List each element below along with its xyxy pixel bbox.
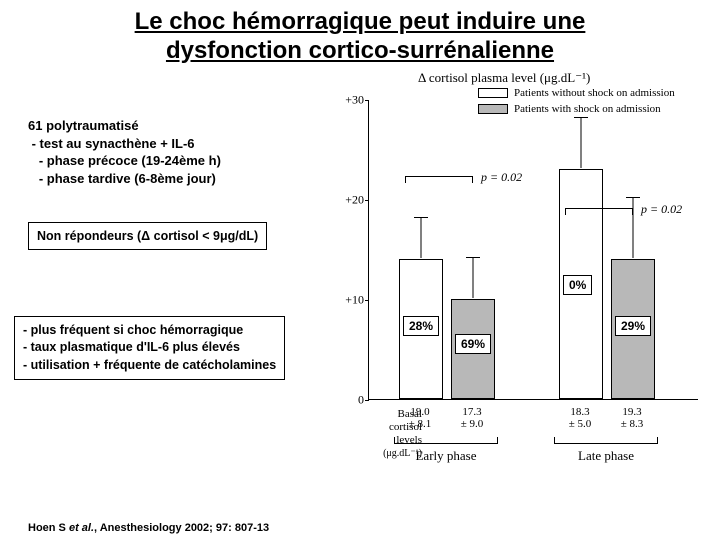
y-tick-label: 0 — [334, 392, 364, 407]
y-tick-label: +10 — [334, 292, 364, 307]
basal-value: 17.3± 9.0 — [450, 406, 494, 430]
basal-value: 19.3± 8.3 — [610, 406, 654, 430]
basal-value: 18.3± 5.0 — [558, 406, 602, 430]
nonresponders-box: Non répondeurs (Δ cortisol < 9μg/dL) — [28, 222, 267, 251]
p-value: p = 0.02 — [481, 170, 522, 185]
y-tick-label: +20 — [334, 192, 364, 207]
pct-label: 29% — [615, 316, 651, 336]
phase-label: Late phase — [554, 448, 658, 464]
chart-plot-area: 0+10+20+3028%69%0%29%p = 0.02p = 0.02 — [368, 100, 698, 400]
title-line2: dysfonction cortico-surrénalienne — [166, 37, 554, 64]
citation: Hoen S et al., Anesthesiology 2002; 97: … — [28, 522, 269, 534]
legend-swatch-noshock — [478, 88, 508, 98]
phase-label: Early phase — [394, 448, 498, 464]
findings-box: - plus fréquent si choc hémorragique - t… — [14, 316, 285, 381]
title-line1: Le choc hémorragique peut induire une — [135, 8, 586, 35]
page-title: Le choc hémorragique peut induire une dy… — [0, 0, 720, 70]
pct-label: 69% — [455, 334, 491, 354]
y-tick-label: +30 — [334, 92, 364, 107]
chart-y-label: Δ cortisol plasma level (μg.dL⁻¹) — [418, 70, 590, 86]
content-area: 61 polytraumatisé - test au synacthène +… — [0, 70, 720, 540]
legend-item-noshock: Patients without shock on admission — [478, 86, 675, 100]
p-value: p = 0.02 — [641, 202, 682, 217]
pct-label: 28% — [403, 316, 439, 336]
study-description: 61 polytraumatisé - test au synacthène +… — [28, 100, 221, 188]
basal-value: 19.0± 8.1 — [398, 406, 442, 430]
cortisol-chart: Δ cortisol plasma level (μg.dL⁻¹) Patien… — [308, 70, 708, 500]
pct-label: 0% — [563, 275, 592, 295]
